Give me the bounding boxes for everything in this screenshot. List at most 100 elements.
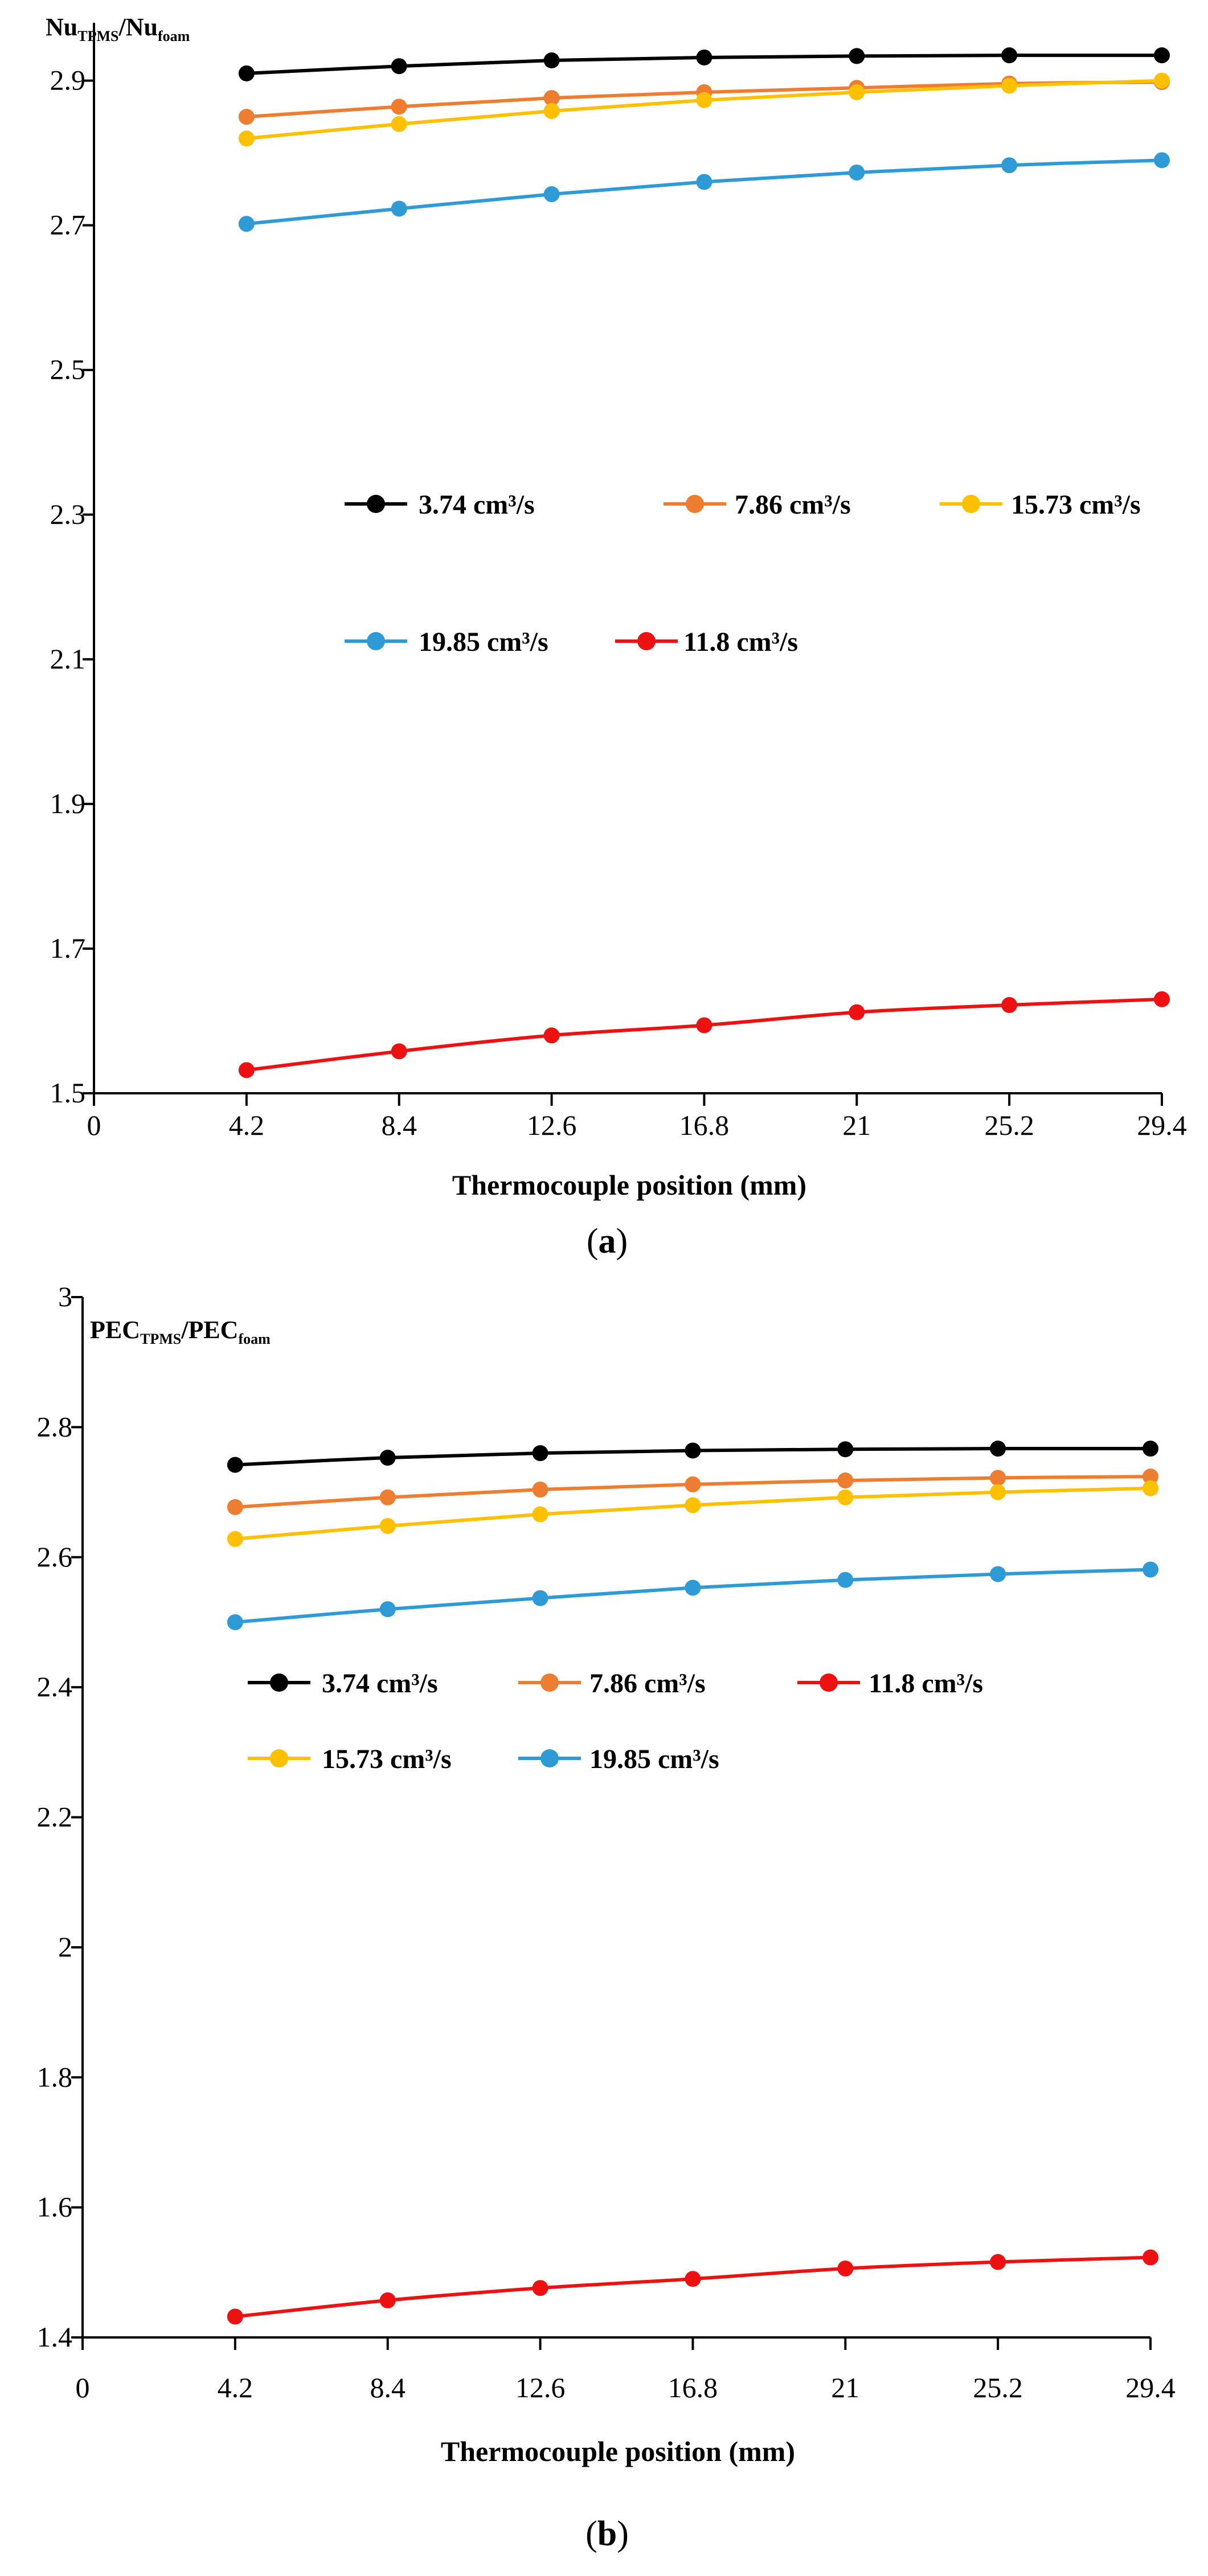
- data-point: [990, 1566, 1006, 1582]
- data-point: [849, 84, 865, 100]
- data-point: [990, 2254, 1006, 2270]
- panel-a-axes: [93, 23, 1162, 1094]
- data-point: [696, 49, 712, 65]
- panel-b-x-ticks: 0 4.2 8.4 12.6 16.8 21 25.2 29.4: [76, 2337, 1176, 2403]
- data-point: [1143, 2249, 1158, 2266]
- data-point: [849, 1004, 865, 1020]
- y-tick-label: 2: [58, 1931, 72, 1963]
- panel-a-caption: (a): [587, 1222, 628, 1261]
- data-point: [849, 48, 865, 64]
- y-tick-label: 2.9: [50, 64, 86, 96]
- data-point: [379, 1489, 396, 1506]
- data-point: [391, 200, 407, 217]
- data-point: [685, 2271, 701, 2287]
- data-point: [391, 99, 407, 115]
- legend-label: 3.74 cm³/s: [322, 1668, 438, 1699]
- data-point: [379, 1450, 396, 1466]
- y-tick-label: 1.4: [37, 2321, 73, 2353]
- legend-label: 7.86 cm³/s: [589, 1668, 706, 1699]
- data-point: [837, 1572, 854, 1588]
- y-tick-label: 1.8: [37, 2061, 73, 2093]
- data-point: [849, 164, 865, 181]
- legend-label: 3.74 cm³/s: [419, 490, 535, 520]
- data-point: [1001, 157, 1018, 174]
- data-point: [837, 1441, 854, 1458]
- legend-label: 19.85 cm³/s: [419, 627, 548, 657]
- x-tick-label: 8.4: [370, 2372, 406, 2403]
- data-point: [227, 1457, 243, 1473]
- data-point: [532, 1590, 548, 1606]
- data-point: [227, 1614, 243, 1630]
- data-point: [696, 174, 712, 190]
- data-point: [543, 90, 560, 106]
- legend-marker: [270, 1673, 288, 1692]
- legend-marker: [270, 1749, 288, 1767]
- data-point: [238, 109, 255, 125]
- panel-a-x-ticks: 0 4.2 8.4 12.6 16.8 21 25.2 29.4: [87, 1093, 1187, 1141]
- y-tick-label: 2.4: [37, 1671, 73, 1703]
- legend-marker: [367, 495, 385, 513]
- data-point: [837, 2260, 854, 2276]
- data-point: [837, 1489, 854, 1506]
- data-point: [543, 52, 560, 69]
- series-line: [246, 997, 1162, 1072]
- legend-marker: [820, 1673, 838, 1692]
- panel-a-chart: NuTPMS/Nufoam 0 4.2 8.4 12.6 16.8 21 25.2 29.4 …: [46, 13, 1187, 1261]
- data-point: [1143, 1480, 1158, 1496]
- data-point: [685, 1442, 701, 1459]
- data-point: [990, 1484, 1006, 1500]
- data-point: [379, 2292, 396, 2308]
- y-tick-label: 2.5: [50, 354, 86, 385]
- x-tick-label: 16.8: [668, 2372, 718, 2403]
- x-tick-label: 29.4: [1137, 1109, 1187, 1141]
- legend-label: 19.85 cm³/s: [589, 1744, 719, 1774]
- panel-b-chart: PECTPMS/PECfoam 0 4.2 8.4 12.6 16.8 21 25.2 29.…: [37, 1281, 1176, 2553]
- x-tick-label: 29.4: [1125, 2372, 1176, 2403]
- series-line: [235, 1486, 1151, 1541]
- data-point: [532, 1445, 548, 1462]
- data-point: [227, 1499, 243, 1515]
- panel-b-y-axis-title: PECTPMS/PECfoam: [90, 1316, 271, 1347]
- data-point: [532, 2280, 548, 2296]
- legend-marker: [686, 495, 704, 513]
- data-point: [379, 1601, 396, 1618]
- x-tick-label: 0: [87, 1109, 101, 1141]
- legend-label: 11.8 cm³/s: [683, 627, 798, 657]
- y-tick-label: 1.9: [50, 787, 86, 819]
- panel-a-y-ticks: 1.5 1.7 1.9 2.1 2.3 2.5 2.7 2.9: [50, 64, 94, 1109]
- y-tick-label: 1.7: [50, 932, 86, 964]
- panel-b-y-ticks: 1.4 1.6 1.8 2 2.2 2.4 2.6 2.8 3: [37, 1281, 83, 2353]
- data-point: [685, 1580, 701, 1596]
- data-point: [685, 1476, 701, 1492]
- data-point: [238, 216, 255, 232]
- x-tick-label: 21: [842, 1109, 871, 1141]
- panel-b-x-axis-title: Thermocouple position (mm): [441, 2435, 795, 2467]
- legend-label: 15.73 cm³/s: [1011, 490, 1141, 520]
- data-point: [696, 92, 712, 108]
- data-point: [227, 1531, 243, 1547]
- panel-a-series: [238, 47, 1170, 1078]
- legend-marker: [637, 632, 656, 650]
- data-point: [227, 2308, 243, 2325]
- legend-marker: [367, 632, 385, 650]
- panel-b-legend: 3.74 cm³/s 7.86 cm³/s 11.8 cm³/s 15.73 cm³/…: [248, 1668, 983, 1774]
- x-tick-label: 12.6: [527, 1109, 577, 1141]
- panel-b-caption: (b): [585, 2515, 629, 2553]
- data-point: [543, 1027, 560, 1044]
- y-tick-label: 2.8: [37, 1410, 73, 1442]
- data-point: [1143, 1441, 1158, 1457]
- legend-marker: [540, 1673, 559, 1692]
- legend-label: 7.86 cm³/s: [735, 490, 851, 520]
- x-tick-label: 21: [831, 2372, 859, 2403]
- data-point: [685, 1497, 701, 1513]
- y-tick-label: 2.1: [50, 643, 86, 675]
- data-point: [1143, 1561, 1158, 1578]
- y-tick-label: 2.7: [50, 209, 86, 241]
- legend-marker: [962, 495, 980, 513]
- series-line: [246, 158, 1162, 226]
- data-point: [238, 1062, 255, 1078]
- series-line: [235, 1568, 1151, 1624]
- data-point: [543, 102, 560, 119]
- data-point: [1001, 47, 1018, 64]
- data-point: [391, 58, 407, 75]
